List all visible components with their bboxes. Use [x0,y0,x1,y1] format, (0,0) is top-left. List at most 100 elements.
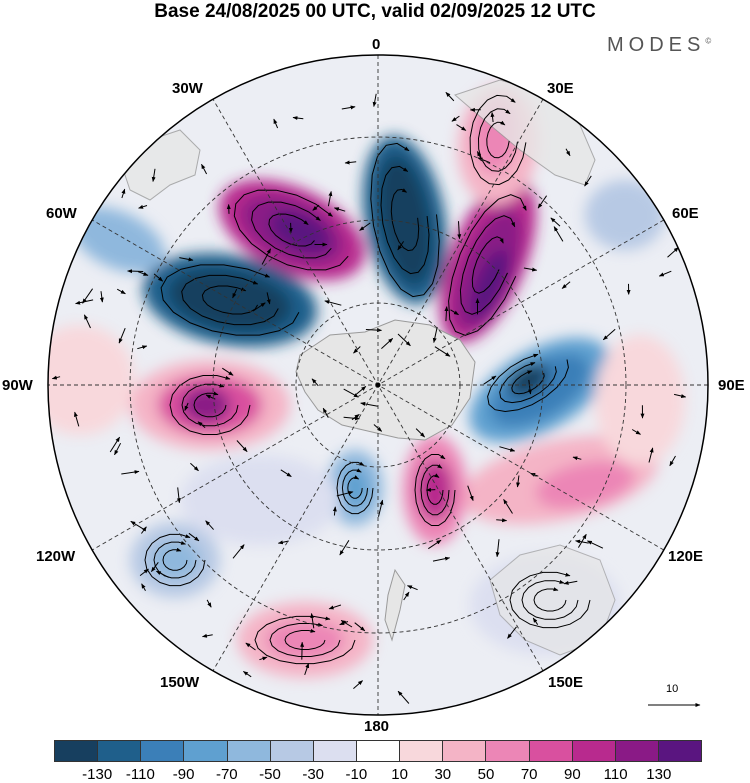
streamline [328,604,342,610]
grid-line [129,136,627,634]
streamline [378,499,384,517]
streamline [673,393,687,398]
colorbar-tick-label: 50 [477,766,495,783]
streamline [658,270,672,277]
anomaly-blob [48,325,135,435]
streamline [232,288,238,299]
streamline [273,118,279,129]
streamline [444,306,449,322]
streamline [162,547,188,571]
colorbar-tick-label: 70 [520,766,538,783]
colorbar-tick-label: -30 [302,766,325,783]
streamline [137,271,149,276]
streamline [188,532,200,542]
streamline [428,539,442,550]
streamline [341,105,356,110]
lon-label-120w: 120W [36,548,76,565]
streamline [197,421,206,428]
streamline [532,617,539,625]
streamline [179,257,194,262]
streamline [292,116,304,121]
streamline [121,470,140,475]
streamline [490,111,495,123]
streamline [150,562,159,573]
colorbar-box [98,741,142,761]
streamline [277,540,289,545]
streamline [99,291,104,303]
streamline [284,628,326,650]
colorbar-box [313,741,357,761]
streamline [483,375,497,385]
streamline [151,168,156,182]
streamline [456,124,467,131]
streamline [533,587,567,612]
streamline [550,217,561,227]
streamline [184,402,189,411]
streamline [242,670,252,678]
colorbar-box [270,741,314,761]
streamline [140,526,147,534]
anomaly-blob [150,540,200,580]
streamline [457,221,462,240]
south-pole-marker [375,382,381,388]
streamline [487,353,569,413]
streamline [74,411,80,427]
streamline [420,464,450,516]
streamline [206,599,212,608]
streamline [304,662,310,676]
streamline [109,436,121,453]
streamline [365,328,382,333]
streamline [144,533,206,587]
streamline [205,520,214,530]
colorbar-tick-label: -70 [215,766,238,783]
streamline [251,201,332,259]
colorbar-box [443,741,487,761]
streamline [322,407,329,418]
streamline [51,375,61,380]
streamline [577,533,587,548]
anomaly-blob [490,353,590,427]
anomaly-blob [182,387,230,423]
streamline [527,379,532,395]
streamline [268,213,315,247]
streamline [254,615,356,665]
streamline [190,462,199,472]
anomaly-blob [535,461,635,509]
streamline [236,440,248,452]
streamline [353,346,361,354]
streamline [380,165,430,275]
streamline [584,175,592,187]
streamlines [51,92,687,704]
colorbar-box [184,741,228,761]
streamline [530,472,539,477]
streamline [233,189,349,271]
streamline [631,429,641,435]
streamline [324,300,342,306]
streamline [232,544,245,559]
lon-label-30e: 30E [547,80,574,97]
streamline [486,120,510,159]
colorbar-tick-label: -130 [82,766,113,783]
streamline [202,633,213,638]
streamline [507,626,517,639]
streamline [222,367,234,376]
streamline [269,622,341,657]
streamline [138,204,148,209]
streamline [432,326,438,343]
streamline [333,207,346,212]
streamline [503,498,513,514]
streamline [360,401,378,407]
streamline [311,378,319,387]
anomaly-blob [341,468,369,508]
streamline [561,281,571,289]
streamline [415,428,425,438]
lon-label-90e: 90E [718,377,745,394]
map-boundary [47,54,709,716]
streamline [370,142,440,298]
streamline [432,556,451,562]
streamline [259,656,268,661]
streamline [169,375,251,435]
streamline [602,328,616,341]
streamline [471,236,504,294]
streamline [499,446,516,452]
